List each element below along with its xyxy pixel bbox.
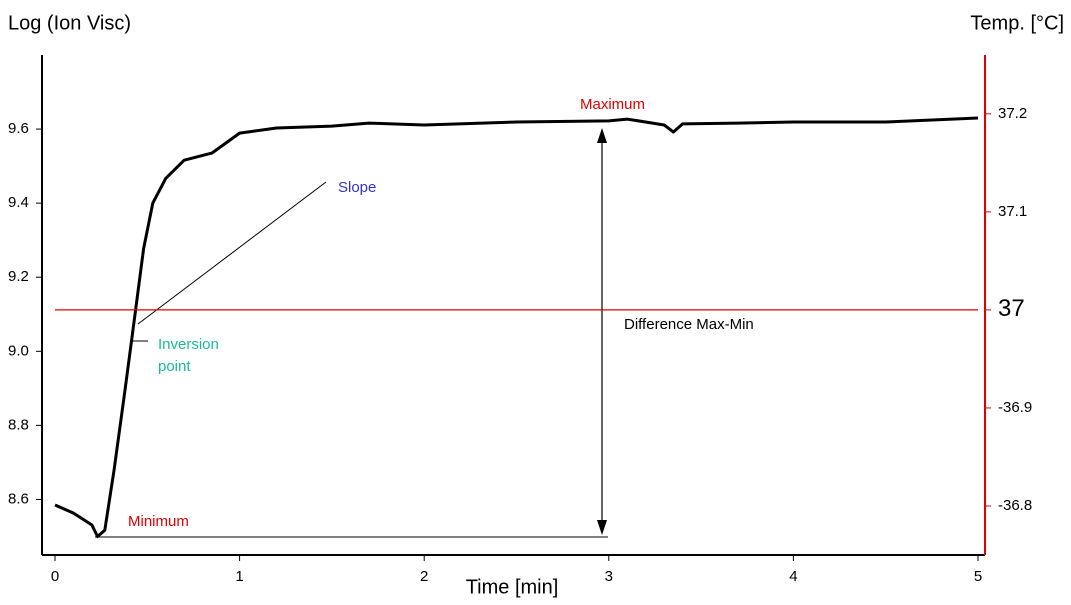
- annotation: Slope: [338, 179, 376, 196]
- y2-tick-label: 37: [998, 295, 1025, 322]
- x-tick-label: 2: [420, 568, 428, 585]
- y2-tick-label: 37.1: [998, 203, 1027, 220]
- annotation-line: Slope: [338, 179, 376, 196]
- y2-tick-label: -36.8: [998, 497, 1032, 514]
- annotation: Inversion point: [158, 336, 219, 375]
- annotation-line: Difference Max-Min: [624, 316, 754, 333]
- x-tick-label: 5: [974, 568, 982, 585]
- annotation-line: Inversion: [158, 336, 219, 353]
- x-axis-label: Time [min]: [466, 576, 559, 598]
- annotation: Maximum: [580, 96, 645, 113]
- x-tick-label: 4: [789, 568, 797, 585]
- y-tick-label: 8.8: [8, 416, 29, 433]
- y-tick-label: 9.0: [8, 342, 29, 359]
- y-tick-label: 9.2: [8, 268, 29, 285]
- annotation-line: Minimum: [128, 513, 189, 530]
- annotation: Minimum: [128, 513, 189, 530]
- y2-tick-label: -36.9: [998, 399, 1032, 416]
- annotation: Difference Max-Min: [624, 316, 754, 333]
- annotation-line: point: [158, 358, 191, 375]
- y2-axis-label: Temp. [°C]: [970, 12, 1064, 34]
- x-tick-label: 1: [235, 568, 243, 585]
- y-axis-label: Log (Ion Visc): [8, 12, 131, 34]
- y-tick-label: 8.6: [8, 490, 29, 507]
- y-tick-label: 9.6: [8, 120, 29, 137]
- annotation-line: Maximum: [580, 96, 645, 113]
- y-tick-label: 9.4: [8, 194, 29, 211]
- x-tick-label: 0: [51, 568, 59, 585]
- y2-tick-label: 37.2: [998, 105, 1027, 122]
- x-tick-label: 3: [605, 568, 613, 585]
- slope-line: [137, 181, 327, 325]
- series-line: [54, 116, 979, 538]
